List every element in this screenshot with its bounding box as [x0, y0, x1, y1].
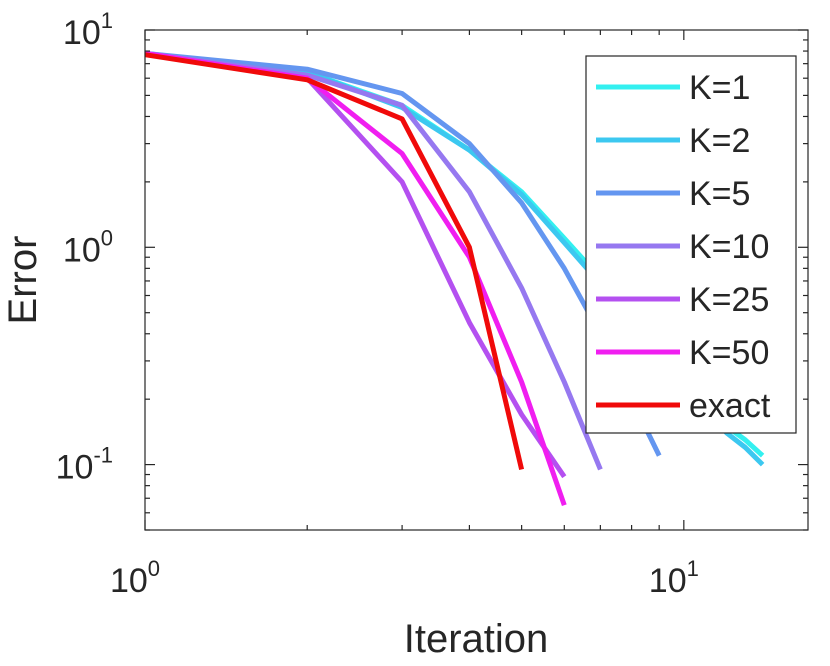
legend-label: K=25 — [689, 281, 769, 319]
y-tick-label: 10-1 — [56, 443, 113, 487]
legend-label: K=50 — [689, 334, 769, 372]
series-line-5 — [144, 50, 567, 507]
legend-label: K=1 — [689, 69, 750, 107]
plot-lines — [144, 50, 765, 507]
y-tick-label: 100 — [63, 225, 113, 269]
series-line-6 — [144, 52, 525, 470]
legend: K=1 K=2 K=5 K=10 K=25 K=50 exact — [585, 55, 797, 434]
legend-label: exact — [689, 387, 771, 425]
legend-label: K=10 — [689, 228, 769, 266]
x-tick-label: 101 — [649, 556, 699, 600]
y-tick-label: 101 — [63, 8, 113, 52]
legend-label: K=2 — [689, 122, 750, 160]
axis-ticks — [144, 29, 808, 531]
x-axis-label: Iteration — [404, 617, 549, 661]
plot-frame — [144, 29, 809, 531]
tick-labels: 100 101 10-1 100 101 — [56, 8, 699, 600]
series-line-3 — [144, 50, 603, 471]
y-axis-label: Error — [1, 236, 45, 325]
x-tick-label: 100 — [110, 556, 160, 600]
legend-label: K=5 — [689, 175, 750, 213]
